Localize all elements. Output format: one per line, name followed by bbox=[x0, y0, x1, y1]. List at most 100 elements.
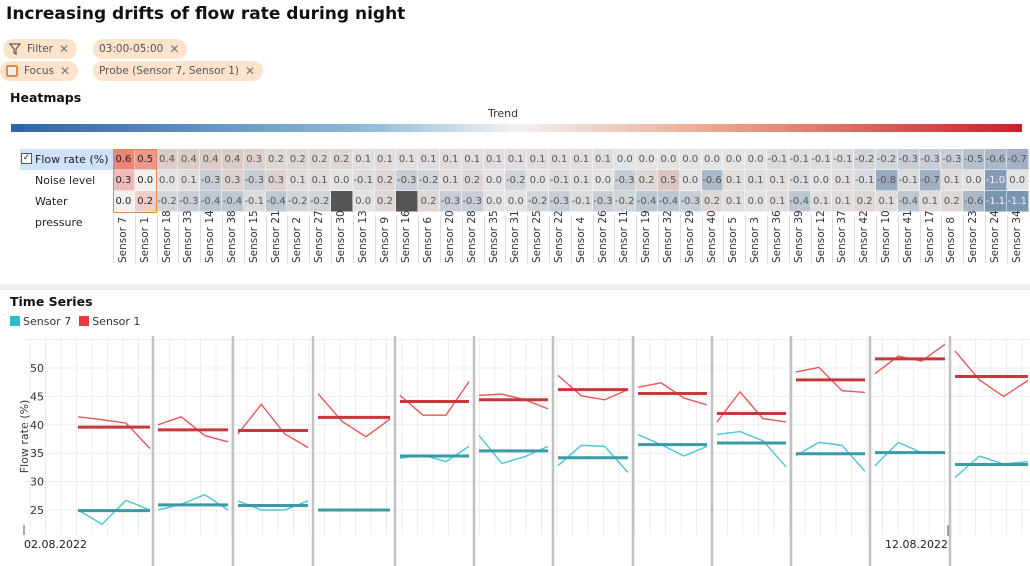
heatmap-cell[interactable]: -0.2 bbox=[876, 149, 898, 170]
heatmap-cell[interactable]: 0.3 bbox=[243, 149, 266, 170]
heatmap-cell[interactable]: -0.2 bbox=[505, 170, 528, 191]
column-header[interactable]: Sensor 17 bbox=[920, 210, 942, 263]
heatmap-cell[interactable]: 0.5 bbox=[658, 170, 680, 191]
column-header[interactable]: Sensor 31 bbox=[505, 210, 527, 263]
heatmap-cell[interactable]: 0.1 bbox=[461, 149, 484, 170]
column-header[interactable]: Sensor 10 bbox=[876, 210, 898, 263]
close-icon[interactable]: ✕ bbox=[59, 42, 70, 56]
column-header[interactable]: Sensor 2 bbox=[287, 215, 309, 263]
column-header[interactable]: Sensor 41 bbox=[898, 210, 920, 263]
column-header[interactable]: Sensor 1 bbox=[135, 215, 157, 263]
column-header[interactable]: Sensor 11 bbox=[614, 210, 636, 263]
heatmap-cell[interactable]: -0.6 bbox=[985, 149, 1007, 170]
heatmap-cell[interactable]: 0.1 bbox=[309, 170, 331, 191]
heatmap-cell[interactable]: 0.1 bbox=[505, 149, 528, 170]
heatmap-cell[interactable]: 0.0 bbox=[810, 170, 833, 191]
heatmap-cell[interactable]: 0.0 bbox=[331, 170, 353, 191]
heatmap-cell[interactable]: 0.0 bbox=[679, 149, 702, 170]
heatmap-cell[interactable]: -0.2 bbox=[418, 170, 440, 191]
heatmap-cell[interactable]: 0.1 bbox=[396, 149, 419, 170]
heatmap-cell[interactable]: 0.1 bbox=[745, 170, 767, 191]
heatmap-cell[interactable]: -0.6 bbox=[701, 170, 724, 191]
column-header[interactable]: Sensor 35 bbox=[484, 210, 506, 263]
heatmap-cell[interactable]: 0.2 bbox=[287, 149, 310, 170]
heatmap-cell[interactable]: -0.3 bbox=[614, 170, 637, 191]
heatmap-cell[interactable]: 0.1 bbox=[941, 170, 964, 191]
heatmap-cell[interactable]: 0.1 bbox=[767, 170, 789, 191]
heatmap-cell[interactable]: -0.1 bbox=[810, 149, 833, 170]
focus-checkbox[interactable] bbox=[6, 65, 18, 77]
heatmap-cell[interactable]: 0.0 bbox=[352, 191, 375, 212]
heatmap-cell[interactable]: 0.0 bbox=[134, 170, 157, 191]
heatmap-cell[interactable]: 0.1 bbox=[876, 191, 898, 212]
heatmap-cell[interactable]: 0.1 bbox=[418, 149, 440, 170]
column-header[interactable]: Sensor 32 bbox=[658, 210, 680, 263]
heatmap-cell[interactable]: -0.4 bbox=[636, 191, 658, 212]
column-header[interactable]: Sensor 7 bbox=[113, 215, 135, 263]
heatmap-cell[interactable]: 0.0 bbox=[658, 149, 680, 170]
heatmap-cell[interactable]: -0.1 bbox=[788, 149, 811, 170]
heatmap-cell[interactable]: -0.2 bbox=[527, 191, 549, 212]
heatmap-cell[interactable]: 0.0 bbox=[745, 149, 767, 170]
heatmap-cell[interactable]: -0.1 bbox=[788, 170, 811, 191]
heatmap-cell[interactable]: -0.3 bbox=[679, 191, 702, 212]
heatmap-cell[interactable]: -0.3 bbox=[396, 170, 419, 191]
column-header[interactable]: Sensor 14 bbox=[200, 210, 222, 263]
heatmap-cell[interactable]: -0.8 bbox=[876, 170, 898, 191]
heatmap-cell[interactable]: 0.0 bbox=[679, 170, 702, 191]
heatmap-cell[interactable]: -0.4 bbox=[222, 191, 244, 212]
column-header[interactable]: Sensor 30 bbox=[331, 210, 353, 263]
column-header[interactable]: Sensor 9 bbox=[375, 215, 397, 263]
legend-item-sensor-7[interactable]: Sensor 7 bbox=[10, 315, 71, 328]
column-header[interactable]: Sensor 19 bbox=[636, 210, 658, 263]
legend-item-sensor-1[interactable]: Sensor 1 bbox=[79, 315, 140, 328]
heatmap-cell[interactable]: 0.1 bbox=[440, 149, 462, 170]
heatmap-cell[interactable]: 0.1 bbox=[352, 149, 375, 170]
column-header[interactable]: Sensor 40 bbox=[702, 210, 724, 263]
heatmap-cell[interactable]: 0.1 bbox=[723, 170, 746, 191]
heatmap-cell[interactable]: -1.1 bbox=[985, 191, 1007, 212]
heatmap-cell[interactable]: -0.2 bbox=[287, 191, 310, 212]
column-header[interactable]: Sensor 24 bbox=[985, 210, 1007, 263]
column-header[interactable]: Sensor 42 bbox=[854, 210, 876, 263]
time-range-chip[interactable]: 03:00-05:00 ✕ bbox=[93, 39, 188, 59]
column-header[interactable]: Sensor 29 bbox=[680, 210, 702, 263]
heatmap-cell[interactable]: -0.7 bbox=[1006, 149, 1029, 170]
close-icon[interactable]: ✕ bbox=[169, 42, 180, 56]
column-header[interactable]: Sensor 36 bbox=[767, 210, 789, 263]
heatmap-cell[interactable]: 0.0 bbox=[723, 149, 746, 170]
heatmap-cell[interactable]: -0.2 bbox=[309, 191, 331, 212]
heatmap-cell[interactable]: -0.3 bbox=[461, 191, 484, 212]
heatmap-cell[interactable]: 0.1 bbox=[440, 170, 462, 191]
heatmap-cell[interactable]: 0.2 bbox=[331, 149, 353, 170]
heatmap-cell[interactable] bbox=[396, 191, 419, 212]
column-header[interactable]: Sensor 18 bbox=[157, 210, 179, 263]
heatmap-cell[interactable]: 0.0 bbox=[592, 170, 615, 191]
column-header[interactable]: Sensor 28 bbox=[462, 210, 484, 263]
heatmap-cell[interactable]: 0.0 bbox=[483, 191, 506, 212]
heatmap-cell[interactable] bbox=[331, 191, 353, 212]
heatmap-cell[interactable]: -0.1 bbox=[243, 191, 266, 212]
heatmap-cell[interactable]: 0.4 bbox=[200, 149, 222, 170]
column-header[interactable]: Sensor 12 bbox=[811, 210, 833, 263]
heatmap-cell[interactable]: 0.1 bbox=[287, 170, 310, 191]
heatmap-cell[interactable]: -0.4 bbox=[897, 191, 920, 212]
heatmap-cell[interactable]: 0.3 bbox=[265, 170, 288, 191]
column-header[interactable]: Sensor 6 bbox=[418, 215, 440, 263]
heatmap-cell[interactable]: 0.0 bbox=[156, 170, 179, 191]
heatmap-cell[interactable]: 0.3 bbox=[222, 170, 244, 191]
heatmap-cell[interactable]: -0.4 bbox=[200, 191, 222, 212]
heatmap-cell[interactable]: 0.1 bbox=[919, 191, 942, 212]
row-label-water-pressure[interactable]: Water pressure bbox=[35, 195, 83, 229]
column-header[interactable]: Sensor 38 bbox=[222, 210, 244, 263]
heatmap-cell[interactable]: 0.0 bbox=[614, 149, 637, 170]
heatmap-cell[interactable]: -0.3 bbox=[440, 191, 462, 212]
heatmap-cell[interactable]: 0.2 bbox=[134, 191, 157, 212]
heatmap-cell[interactable]: 0.4 bbox=[222, 149, 244, 170]
heatmap-cell[interactable]: -0.1 bbox=[897, 170, 920, 191]
heatmap-cell[interactable]: -0.3 bbox=[200, 170, 222, 191]
heatmap-cell[interactable]: -1.0 bbox=[985, 170, 1007, 191]
heatmap-cell[interactable]: -0.3 bbox=[243, 170, 266, 191]
heatmap-cell[interactable]: 0.2 bbox=[461, 170, 484, 191]
heatmap-cell[interactable]: 0.2 bbox=[941, 191, 964, 212]
